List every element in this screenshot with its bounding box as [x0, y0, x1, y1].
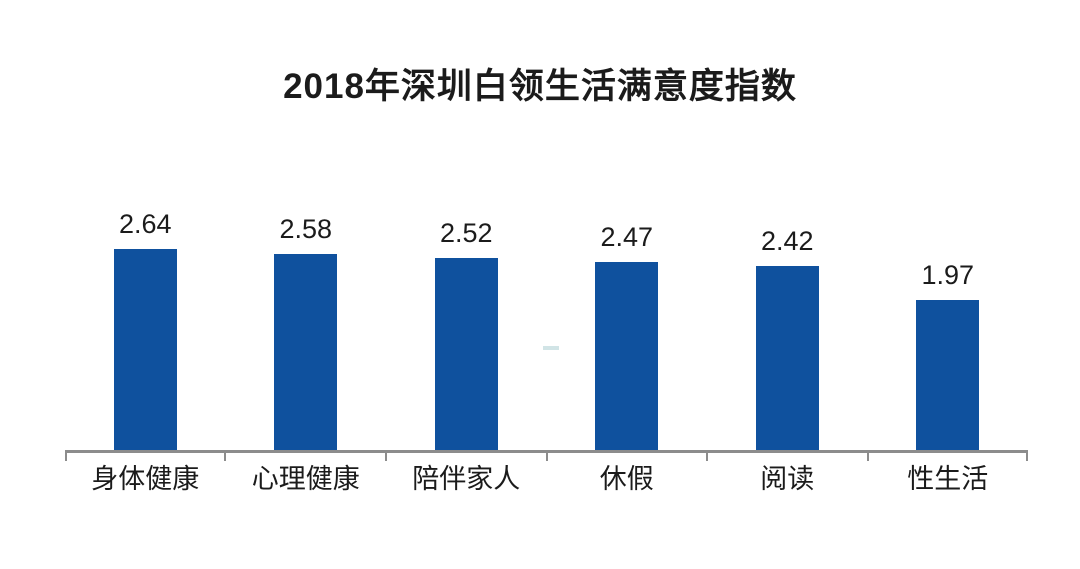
x-axis-line: [65, 450, 1028, 461]
bar-slot: 2.58: [226, 216, 387, 450]
category-label: 陪伴家人: [412, 464, 521, 494]
bar-slot: 1.97: [868, 262, 1029, 450]
category-label: 性生活: [907, 464, 989, 494]
bar-slot: 2.47: [547, 224, 708, 450]
bar: [755, 266, 819, 450]
bar: [434, 258, 498, 450]
bar-slot: 2.52: [386, 220, 547, 450]
bar: [274, 254, 338, 450]
axis-tick: [224, 452, 227, 461]
bar-value-label: 1.97: [921, 260, 975, 290]
axis-tick: [705, 452, 708, 461]
bar: [595, 262, 659, 450]
chart-title: 2018年深圳白领生活满意度指数: [283, 67, 797, 106]
category-label: 阅读: [760, 464, 815, 494]
bar: [916, 300, 980, 450]
bar-value-label: 2.58: [279, 214, 333, 244]
category-labels-row: 身体健康 心理健康 陪伴家人 休假 阅读 性生活: [65, 463, 1028, 495]
axis-tick: [65, 452, 67, 461]
bar: [113, 249, 177, 450]
bar-value-label: 2.52: [439, 218, 493, 248]
category-label: 身体健康: [91, 464, 200, 494]
bar-slot: 2.64: [65, 211, 226, 450]
bar-value-label: 2.42: [760, 226, 814, 256]
bars-row: 2.64 2.58 2.52 2.47 2.42 1.97: [65, 138, 1028, 450]
plot-area: 2.64 2.58 2.52 2.47 2.42 1.97 身体健康 心理健康 …: [65, 138, 1028, 495]
axis-tick: [384, 452, 387, 461]
axis-tick: [866, 452, 869, 461]
axis-tick: [545, 452, 548, 461]
bar-value-label: 2.47: [600, 222, 654, 252]
axis-tick: [1026, 452, 1028, 461]
category-label: 休假: [599, 464, 654, 494]
bar-value-label: 2.64: [118, 209, 172, 239]
watermark-dash: [543, 346, 559, 350]
category-label: 心理健康: [251, 464, 360, 494]
bar-slot: 2.42: [707, 228, 868, 450]
